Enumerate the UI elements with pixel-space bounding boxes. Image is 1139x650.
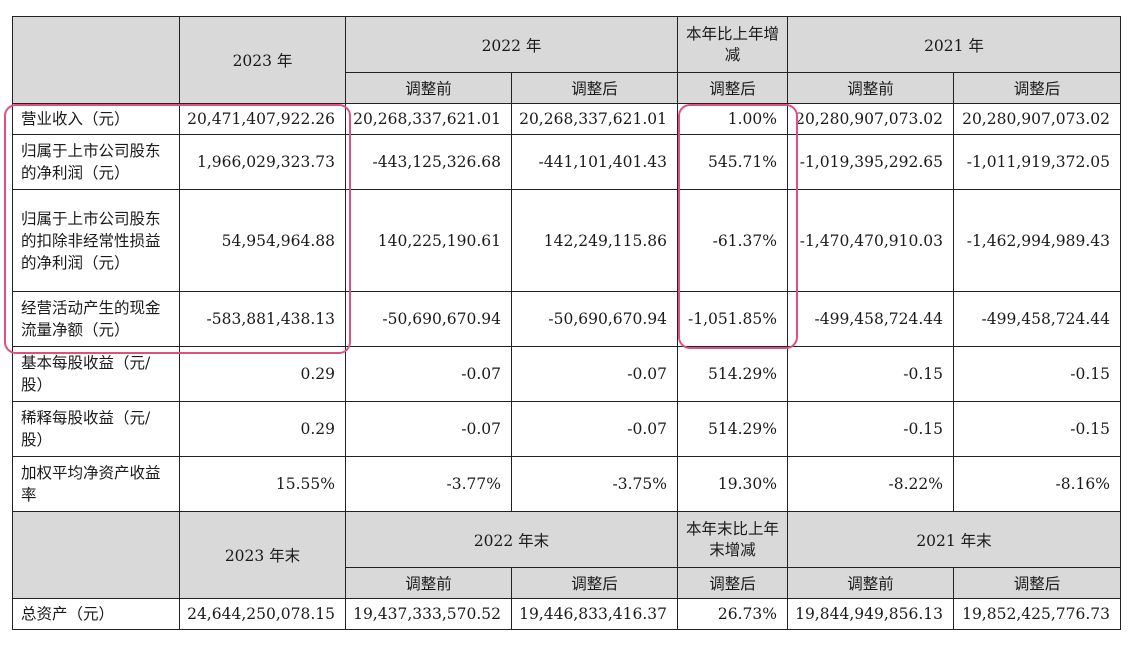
cell-value: -0.15 xyxy=(787,401,954,457)
cell-value: 19,446,833,416.37 xyxy=(511,598,678,630)
table-row: 总资产（元） 24,644,250,078.15 19,437,333,570.… xyxy=(12,598,1121,630)
header-yoy-after: 调整后 xyxy=(677,72,788,104)
cell-value: -1,470,470,910.03 xyxy=(787,189,954,292)
cell-value: 0.29 xyxy=(179,346,346,402)
header-2023-end: 2023 年末 xyxy=(179,511,346,599)
cell-value: 545.71% xyxy=(677,134,788,190)
cell-value: 20,268,337,621.01 xyxy=(345,103,512,135)
table-row: 加权平均净资产收益率 15.55% -3.77% -3.75% 19.30% -… xyxy=(12,456,1121,512)
table-row: 归属于上市公司股东的扣除非经常性损益的净利润（元） 54,954,964.88 … xyxy=(12,189,1121,292)
cell-value: 19,844,949,856.13 xyxy=(787,598,954,630)
cell-value: 20,268,337,621.01 xyxy=(511,103,678,135)
row-label-operating-cash-flow: 经营活动产生的现金流量净额（元） xyxy=(12,291,180,347)
table-row: 稀释每股收益（元/股） 0.29 -0.07 -0.07 514.29% -0.… xyxy=(12,401,1121,457)
cell-value: -3.75% xyxy=(511,456,678,512)
cell-value: -1,462,994,989.43 xyxy=(953,189,1121,292)
cell-value: 1,966,029,323.73 xyxy=(179,134,346,190)
cell-value: 0.29 xyxy=(179,401,346,457)
cell-value: -0.07 xyxy=(511,401,678,457)
header-corner-cell xyxy=(12,16,180,104)
header-2022-end: 2022 年末 xyxy=(345,511,678,568)
cell-value: -61.37% xyxy=(677,189,788,292)
cell-value: -8.16% xyxy=(953,456,1121,512)
header2-2022-before: 调整前 xyxy=(345,567,512,599)
cell-value: 514.29% xyxy=(677,346,788,402)
row-label-roe: 加权平均净资产收益率 xyxy=(12,456,180,512)
cell-value: 24,644,250,078.15 xyxy=(179,598,346,630)
cell-value: 514.29% xyxy=(677,401,788,457)
cell-value: -50,690,670.94 xyxy=(345,291,512,347)
cell-value: 20,471,407,922.26 xyxy=(179,103,346,135)
cell-value: -1,051.85% xyxy=(677,291,788,347)
cell-value: -1,011,919,372.05 xyxy=(953,134,1121,190)
cell-value: 20,280,907,073.02 xyxy=(787,103,954,135)
cell-value: 19,852,425,776.73 xyxy=(953,598,1121,630)
cell-value: 19,437,333,570.52 xyxy=(345,598,512,630)
header-yoy-end: 本年末比上年末增减 xyxy=(677,511,788,568)
table-row: 基本每股收益（元/股） 0.29 -0.07 -0.07 514.29% -0.… xyxy=(12,346,1121,402)
table-row: 归属于上市公司股东的净利润（元） 1,966,029,323.73 -443,1… xyxy=(12,134,1121,190)
header-2022-after: 调整后 xyxy=(511,72,678,104)
table-row: 营业收入（元） 20,471,407,922.26 20,268,337,621… xyxy=(12,103,1121,135)
cell-value: -1,019,395,292.65 xyxy=(787,134,954,190)
row-label-net-profit: 归属于上市公司股东的净利润（元） xyxy=(12,134,180,190)
row-label-total-assets: 总资产（元） xyxy=(12,598,180,630)
row-label-diluted-eps: 稀释每股收益（元/股） xyxy=(12,401,180,457)
header-yoy: 本年比上年增减 xyxy=(677,16,788,73)
cell-value: 142,249,115.86 xyxy=(511,189,678,292)
header-2021: 2021 年 xyxy=(787,16,1121,73)
cell-value: -0.15 xyxy=(953,401,1121,457)
header-2021-before: 调整前 xyxy=(787,72,954,104)
header-2021-end: 2021 年末 xyxy=(787,511,1121,568)
cell-value: 20,280,907,073.02 xyxy=(953,103,1121,135)
cell-value: -443,125,326.68 xyxy=(345,134,512,190)
cell-value: 1.00% xyxy=(677,103,788,135)
table-row: 经营活动产生的现金流量净额（元） -583,881,438.13 -50,690… xyxy=(12,291,1121,347)
cell-value: -0.07 xyxy=(345,346,512,402)
row-label-revenue: 营业收入（元） xyxy=(12,103,180,135)
header-2021-after: 调整后 xyxy=(953,72,1121,104)
cell-value: -499,458,724.44 xyxy=(953,291,1121,347)
cell-value: -441,101,401.43 xyxy=(511,134,678,190)
cell-value: -3.77% xyxy=(345,456,512,512)
header2-yoy-after: 调整后 xyxy=(677,567,788,599)
header2-2022-after: 调整后 xyxy=(511,567,678,599)
cell-value: -583,881,438.13 xyxy=(179,291,346,347)
header2-2021-after: 调整后 xyxy=(953,567,1121,599)
financial-summary-table: 2023 年 2022 年 本年比上年增减 2021 年 调整前 调整后 调整后… xyxy=(12,16,1121,630)
row-label-basic-eps: 基本每股收益（元/股） xyxy=(12,346,180,402)
header2-corner-cell xyxy=(12,511,180,599)
header-2023: 2023 年 xyxy=(179,16,346,104)
header2-2021-before: 调整前 xyxy=(787,567,954,599)
cell-value: 54,954,964.88 xyxy=(179,189,346,292)
cell-value: -0.15 xyxy=(787,346,954,402)
cell-value: 15.55% xyxy=(179,456,346,512)
row-label-net-profit-deducted: 归属于上市公司股东的扣除非经常性损益的净利润（元） xyxy=(12,189,180,292)
cell-value: 140,225,190.61 xyxy=(345,189,512,292)
cell-value: -8.22% xyxy=(787,456,954,512)
cell-value: 19.30% xyxy=(677,456,788,512)
header-2022: 2022 年 xyxy=(345,16,678,73)
cell-value: -499,458,724.44 xyxy=(787,291,954,347)
cell-value: -0.15 xyxy=(953,346,1121,402)
cell-value: -0.07 xyxy=(511,346,678,402)
cell-value: -50,690,670.94 xyxy=(511,291,678,347)
cell-value: 26.73% xyxy=(677,598,788,630)
cell-value: -0.07 xyxy=(345,401,512,457)
header-2022-before: 调整前 xyxy=(345,72,512,104)
